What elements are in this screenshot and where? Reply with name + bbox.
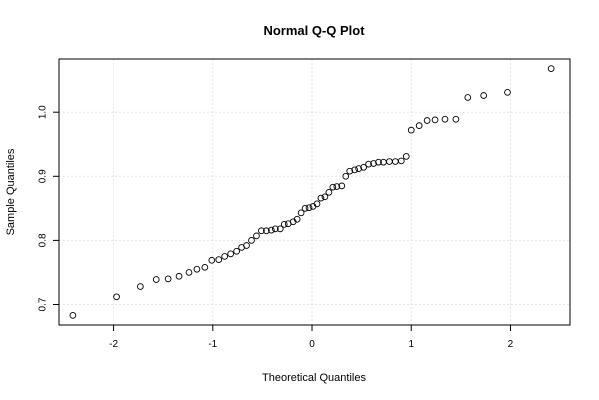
data-point-17 xyxy=(253,232,260,240)
data-point-12 xyxy=(227,250,235,258)
data-point-1 xyxy=(113,293,120,301)
chart-title: Normal Q-Q Plot xyxy=(263,23,365,38)
x-tick-label-3: 1 xyxy=(408,339,414,350)
data-point-37 xyxy=(338,182,346,190)
x-tick-label-2: 0 xyxy=(309,339,315,350)
y-tick-label-2: 0.9 xyxy=(38,169,49,183)
data-point-13 xyxy=(233,247,240,255)
data-point-4 xyxy=(164,275,172,283)
x-axis-label: Theoretical Quantiles xyxy=(262,372,366,384)
data-point-11 xyxy=(221,253,229,260)
data-point-45 xyxy=(375,158,382,166)
plot-frame xyxy=(58,58,571,326)
data-point-49 xyxy=(397,157,405,165)
data-point-51 xyxy=(407,126,415,134)
data-point-20 xyxy=(267,226,275,234)
data-point-8 xyxy=(201,263,209,271)
data-point-60 xyxy=(547,65,555,72)
data-point-35 xyxy=(329,183,337,191)
data-point-34 xyxy=(325,188,333,196)
data-point-2 xyxy=(137,283,144,290)
data-point-5 xyxy=(175,272,183,280)
data-point-28 xyxy=(301,204,309,212)
y-tick-label-0: 0.7 xyxy=(38,297,49,311)
data-point-36 xyxy=(333,183,341,190)
data-point-0 xyxy=(69,312,77,319)
data-points xyxy=(69,65,555,319)
data-point-44 xyxy=(370,160,377,167)
data-point-40 xyxy=(351,166,359,174)
data-point-15 xyxy=(243,242,250,249)
grid-lines xyxy=(59,59,570,325)
data-point-10 xyxy=(215,256,223,263)
data-point-6 xyxy=(185,269,193,276)
data-point-42 xyxy=(360,163,367,171)
x-axis: -2 -1 0 1 2 xyxy=(109,325,514,350)
data-point-41 xyxy=(355,165,363,172)
data-point-38 xyxy=(342,172,350,180)
data-point-55 xyxy=(441,115,449,123)
data-point-50 xyxy=(402,153,410,160)
data-point-43 xyxy=(365,160,372,168)
data-point-29 xyxy=(305,204,313,212)
data-point-18 xyxy=(258,227,265,235)
data-point-23 xyxy=(280,221,288,228)
data-point-22 xyxy=(276,225,284,233)
data-point-21 xyxy=(271,225,279,233)
data-point-32 xyxy=(317,194,325,202)
x-tick-label-1: -1 xyxy=(208,339,217,350)
data-point-47 xyxy=(386,158,393,165)
data-point-58 xyxy=(480,92,488,99)
y-tick-label-1: 0.8 xyxy=(38,233,49,247)
y-axis: 0.7 0.8 0.9 1.0 xyxy=(38,105,59,311)
data-point-56 xyxy=(452,115,460,123)
data-point-52 xyxy=(415,122,423,130)
data-point-9 xyxy=(208,256,216,264)
data-point-33 xyxy=(321,193,329,201)
data-point-3 xyxy=(152,276,160,283)
data-point-19 xyxy=(263,227,270,235)
data-point-7 xyxy=(193,265,201,273)
data-point-39 xyxy=(346,167,354,175)
data-point-16 xyxy=(248,237,255,244)
data-point-27 xyxy=(297,209,305,217)
x-tick-label-4: 2 xyxy=(508,339,514,350)
y-tick-label-3: 1.0 xyxy=(38,105,49,119)
y-axis-label: Sample Quantiles xyxy=(5,148,17,235)
data-point-57 xyxy=(464,94,472,101)
data-point-59 xyxy=(504,88,511,96)
data-point-54 xyxy=(431,116,439,124)
data-point-48 xyxy=(392,158,399,165)
data-point-53 xyxy=(423,117,431,124)
data-point-26 xyxy=(293,215,301,223)
data-point-31 xyxy=(313,200,321,208)
x-tick-label-0: -2 xyxy=(109,339,118,350)
